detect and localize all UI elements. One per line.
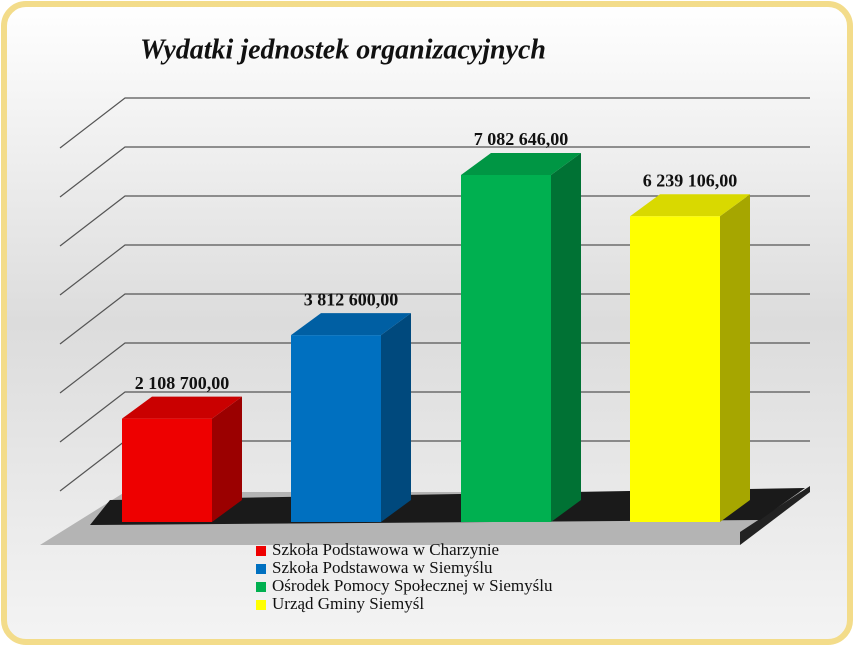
grid-line [59,293,810,345]
grid-line [59,97,810,149]
floor-edge [740,486,810,545]
bar [630,194,750,522]
bar [122,396,242,522]
value-label: 6 239 106,00 [643,170,738,190]
bar-front [461,174,551,522]
bar-top [122,396,242,419]
bar-side [381,313,411,522]
bar-front [630,216,720,522]
value-label: 2 108 700,00 [135,373,230,393]
grid-line [59,195,810,247]
bar-front [122,418,212,522]
chart-title: Wydatki jednostek organizacyjnych [140,34,546,65]
bar [461,152,581,522]
grid-line [59,146,810,198]
bar-side [212,396,242,522]
legend-entry: Szkoła Podstawowa w Siemyślu [272,558,493,577]
legend-swatch [256,600,266,610]
bar-side [551,152,581,522]
legend-entry: Ośrodek Pomocy Społecznej w Siemyślu [272,576,553,595]
legend-entry: Szkoła Podstawowa w Charzynie [272,540,499,559]
grid-line [59,391,810,443]
legend-swatch [256,546,266,556]
legend-swatch [256,582,266,592]
bar-side [720,194,750,522]
value-label: 3 812 600,00 [304,289,399,309]
grid-line [59,244,810,296]
floor-shadow [90,488,805,525]
bar-top [291,313,411,336]
legend-entry: Urząd Gminy Siemyśl [272,594,424,613]
bar-front [291,335,381,522]
bar-top [461,152,581,175]
bar [291,313,411,522]
grid-line [59,342,810,394]
value-label: 7 082 646,00 [474,129,569,149]
legend-swatch [256,564,266,574]
bar-top [630,194,750,217]
